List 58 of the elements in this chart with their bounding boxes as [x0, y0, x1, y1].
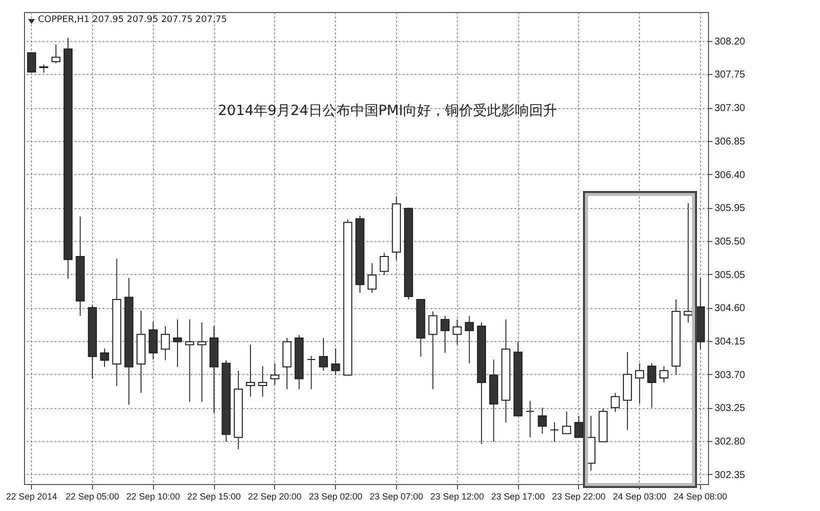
x-tick-label: 24 Sep 03:00: [612, 492, 666, 502]
candlestick: [526, 400, 535, 438]
y-tick-label: 305.50: [714, 236, 746, 248]
candlestick: [197, 322, 206, 402]
y-tick-label: 305.05: [714, 270, 746, 281]
candlestick: [173, 319, 182, 368]
x-tick-label: 22 Sep 20:00: [248, 492, 302, 502]
candlestick: [562, 410, 572, 434]
candlestick: [51, 44, 60, 64]
candlestick: [306, 355, 316, 390]
candlestick: [647, 362, 656, 408]
y-tick-label: 303.70: [714, 370, 746, 381]
x-tick-label: 23 Sep 02:00: [308, 492, 362, 502]
candlestick: [100, 348, 110, 368]
candlestick: [270, 362, 280, 386]
y-tick-label: 306.85: [714, 136, 746, 148]
candlestick: [246, 344, 255, 398]
y-tick-label: 307.30: [714, 103, 746, 114]
candlestick: [331, 348, 340, 376]
y-tick-label: 302.35: [714, 470, 746, 481]
x-tick-label: 22 Sep 05:00: [66, 492, 120, 502]
candlestick: [452, 319, 462, 346]
y-tick-label: 302.80: [714, 436, 746, 448]
annotation: 2014年9月24日公布中国PMI向好，铜价受此影响回升: [218, 102, 558, 120]
candlestick: [574, 415, 584, 438]
candlestick: [148, 321, 158, 360]
candlestick: [464, 315, 474, 364]
y-tick-label: 306.40: [714, 170, 746, 181]
x-tick-label: 23 Sep 17:00: [491, 492, 545, 502]
candlestick: [258, 366, 268, 398]
candlestick: [440, 315, 450, 354]
x-tick-label: 23 Sep 22:00: [552, 492, 606, 502]
y-tick-label: 307.75: [714, 70, 746, 81]
candlestick: [428, 310, 438, 390]
candlestick: [160, 326, 170, 361]
candlestick: [610, 392, 620, 413]
y-tick-label: 304.60: [714, 303, 746, 314]
x-tick-label: 22 Sep 10:00: [126, 492, 180, 502]
candlestick: [368, 262, 377, 294]
x-tick-label: 24 Sep 08:00: [674, 492, 728, 502]
candlestick: [538, 407, 547, 434]
x-tick-label: 23 Sep 07:00: [370, 492, 424, 502]
x-tick-label: 23 Sep 12:00: [430, 492, 484, 502]
x-tick-label: 22 Sep 2014: [6, 492, 58, 502]
annotation: COPPER,H1 207.95 207.95 207.75 207.75: [38, 15, 227, 25]
candlestick: [550, 422, 559, 442]
candlestick: [659, 366, 668, 383]
candlestick: [27, 52, 36, 73]
candlestick: [684, 202, 693, 323]
y-tick-label: 303.25: [714, 403, 746, 414]
candlestick: [380, 252, 389, 276]
x-tick-label: 22 Sep 15:00: [187, 492, 241, 502]
y-tick-label: 308.20: [714, 36, 746, 48]
candlestick: [635, 362, 644, 404]
candlestick: [185, 319, 194, 402]
y-tick-label: 305.95: [714, 203, 746, 214]
y-tick-label: 304.15: [714, 336, 746, 348]
candlestick: [318, 338, 328, 372]
